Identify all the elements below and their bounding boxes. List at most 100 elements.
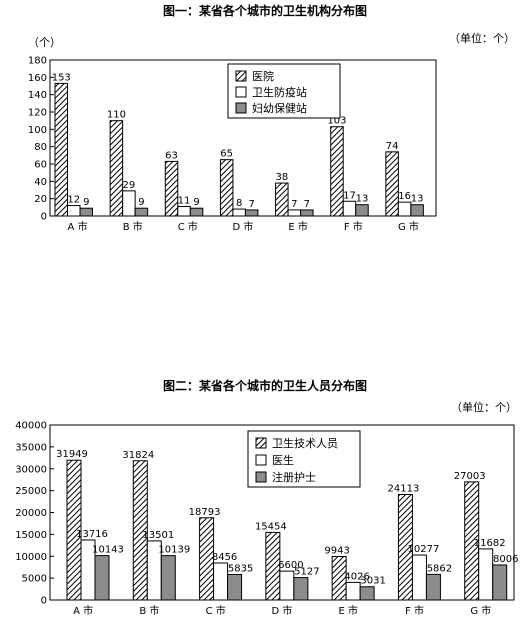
data-label: 103 xyxy=(327,116,346,127)
y-tick-label: 140 xyxy=(28,90,47,101)
legend-label: 妇幼保健站 xyxy=(252,101,307,115)
data-label: 3031 xyxy=(360,576,385,587)
bar xyxy=(244,209,259,217)
bar xyxy=(219,159,234,217)
bar xyxy=(132,460,148,601)
chart2-title: 图二：某省各个城市的卫生人员分布图 xyxy=(163,378,367,393)
data-label: 17 xyxy=(343,190,356,201)
data-label: 5835 xyxy=(228,563,253,574)
bar xyxy=(425,573,441,601)
data-label: 6600 xyxy=(278,560,303,571)
data-label: 11682 xyxy=(474,538,506,549)
category-label: D 市 xyxy=(272,604,293,617)
bar xyxy=(265,531,281,601)
y-tick-label: 180 xyxy=(28,56,47,67)
data-label: 9 xyxy=(83,197,89,208)
legend-swatch xyxy=(255,437,267,449)
legend-label: 卫生防疫站 xyxy=(252,85,307,99)
category-label: A 市 xyxy=(73,604,93,617)
data-label: 12 xyxy=(67,195,80,206)
data-label: 18793 xyxy=(189,507,221,518)
bar xyxy=(109,120,124,217)
legend-swatch xyxy=(255,471,267,483)
legend-box xyxy=(227,63,341,119)
bar xyxy=(122,190,136,217)
data-label: 13501 xyxy=(142,530,174,541)
category-label: G 市 xyxy=(470,604,491,617)
bar xyxy=(177,205,191,217)
category-label: C 市 xyxy=(206,604,226,617)
data-label: 13716 xyxy=(76,529,108,540)
data-label: 13 xyxy=(411,194,424,205)
data-label: 110 xyxy=(107,110,126,121)
y-tick-label: 160 xyxy=(28,73,47,84)
legend-swatch xyxy=(235,70,247,82)
y-tick-label: 15000 xyxy=(15,530,47,541)
bar xyxy=(213,562,229,601)
bar xyxy=(94,555,110,601)
category-label: D 市 xyxy=(233,220,254,233)
bar xyxy=(411,554,427,601)
data-label: 29 xyxy=(123,180,136,191)
y-tick-label: 120 xyxy=(28,108,47,119)
data-label: 10143 xyxy=(92,545,124,556)
bar xyxy=(199,517,215,601)
legend-box xyxy=(247,430,361,488)
y-tick-label: 5000 xyxy=(22,574,47,585)
legend-swatch xyxy=(235,102,247,114)
bar xyxy=(478,548,494,601)
data-label: 153 xyxy=(52,72,71,83)
category-label: F 市 xyxy=(344,220,363,233)
category-label: E 市 xyxy=(339,604,359,617)
data-label: 9 xyxy=(193,197,199,208)
bar xyxy=(293,577,309,601)
y-tick-label: 60 xyxy=(34,160,47,171)
y-tick-label: 0 xyxy=(41,212,47,223)
bar xyxy=(232,208,246,217)
data-label: 74 xyxy=(386,141,399,152)
data-label: 13 xyxy=(356,194,369,205)
data-label: 5862 xyxy=(427,563,452,574)
category-label: C 市 xyxy=(178,220,198,233)
data-label: 8006 xyxy=(493,554,518,565)
bar xyxy=(160,555,176,601)
bar xyxy=(189,207,204,217)
data-label: 16 xyxy=(398,191,411,202)
bar xyxy=(397,201,412,217)
data-label: 38 xyxy=(275,172,288,183)
y-tick-label: 10000 xyxy=(15,552,47,563)
bar xyxy=(275,182,289,217)
data-label: 10139 xyxy=(158,545,190,556)
data-label: 31824 xyxy=(122,450,154,461)
y-tick-label: 35000 xyxy=(15,442,47,453)
bar xyxy=(492,564,508,601)
bar xyxy=(330,126,344,217)
legend-label: 卫生技术人员 xyxy=(272,436,338,450)
data-label: 24113 xyxy=(388,484,420,495)
bar xyxy=(287,209,302,217)
data-label: 9 xyxy=(138,197,144,208)
y-tick-label: 25000 xyxy=(15,486,47,497)
bar xyxy=(464,481,480,601)
data-label: 8456 xyxy=(212,552,237,563)
data-label: 10277 xyxy=(408,544,440,555)
y-tick-label: 30000 xyxy=(15,464,47,475)
bar xyxy=(355,204,369,217)
chart1-title: 图一：某省各个城市的卫生机构分布图 xyxy=(163,3,367,18)
y-tick-label: 20000 xyxy=(15,508,47,519)
bar xyxy=(79,207,93,217)
bar xyxy=(67,205,81,217)
legend-swatch xyxy=(235,86,247,98)
category-label: E 市 xyxy=(288,220,308,233)
bar xyxy=(164,160,179,217)
bar xyxy=(385,151,399,217)
y-tick-label: 80 xyxy=(34,142,47,153)
chart1-unit-label: （单位：个） xyxy=(449,31,515,45)
y-tick-label: 20 xyxy=(34,194,47,205)
data-label: 4026 xyxy=(344,571,369,582)
category-label: F 市 xyxy=(405,604,424,617)
legend-label: 医院 xyxy=(252,69,274,83)
data-label: 7 xyxy=(248,199,254,210)
y-tick-label: 100 xyxy=(28,125,47,136)
